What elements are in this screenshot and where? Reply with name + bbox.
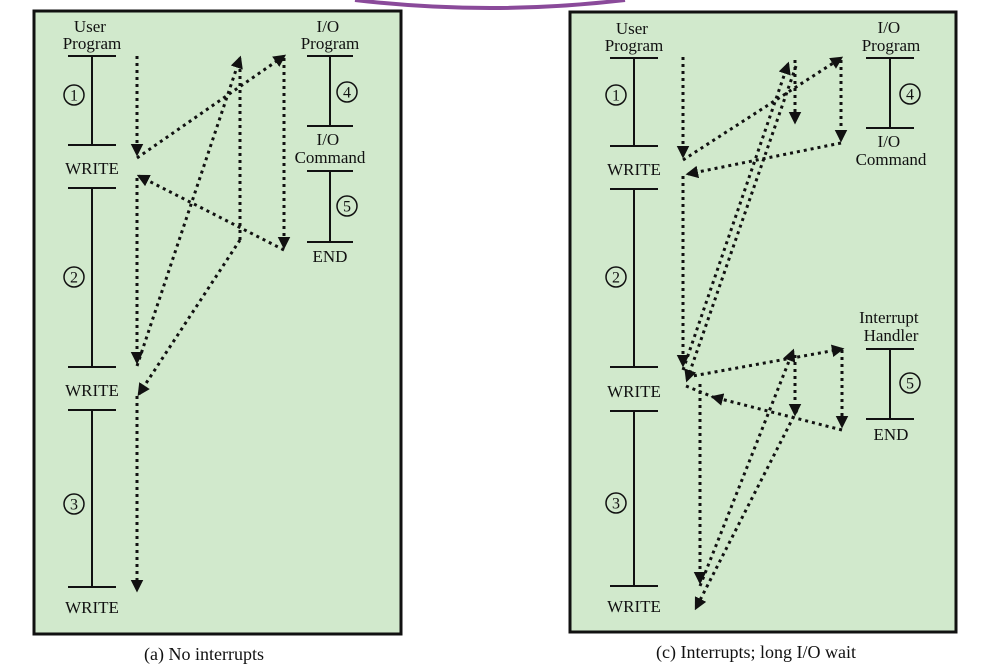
write-label-1: WRITE [65, 159, 119, 178]
svg-text:4: 4 [906, 87, 914, 104]
user-program-timeline [68, 55, 116, 588]
flow-c-to-handler [686, 344, 845, 379]
svg-text:1: 1 [70, 88, 78, 105]
caption-a: (a) No interrupts [144, 644, 264, 664]
flow-return-2 [137, 239, 242, 397]
flow-c-final [694, 409, 799, 611]
panel-a-background [32, 9, 403, 636]
flow-c-to-io [682, 56, 844, 162]
step-marker-c-3: 3 [605, 492, 627, 514]
flow-c-handler-return [710, 393, 843, 432]
write-label-c-1: WRITE [607, 160, 661, 179]
interrupt-handler-timeline [866, 348, 914, 420]
write-label-c-2: WRITE [607, 382, 661, 401]
svg-text:4: 4 [343, 85, 351, 102]
io-command-label-c: I/O Command [856, 132, 927, 169]
panel-long-io-wait: User Program WRITE WRITE WRITE 1 2 3 [568, 10, 958, 663]
write-label-c-3: WRITE [607, 597, 661, 616]
flow-to-io [136, 54, 287, 160]
write-label-3: WRITE [65, 598, 119, 617]
step-marker-5: 5 [336, 195, 358, 217]
svg-text:2: 2 [612, 270, 620, 287]
step-marker-c-1: 1 [605, 84, 627, 106]
user-program-label-c: User Program [605, 19, 664, 55]
step-marker-c-2: 2 [605, 266, 627, 288]
svg-text:3: 3 [70, 497, 78, 514]
step-marker-c-5: 5 [899, 372, 921, 394]
svg-text:1: 1 [612, 88, 620, 105]
control-flow-arrows-c [676, 56, 849, 611]
svg-text:5: 5 [343, 199, 351, 216]
write-label-2: WRITE [65, 381, 119, 400]
svg-text:2: 2 [70, 270, 78, 287]
step-marker-3: 3 [63, 493, 85, 515]
caption-c: (c) Interrupts; long I/O wait [656, 642, 856, 663]
svg-text:5: 5 [906, 376, 914, 393]
top-accent-curve [354, 0, 626, 10]
io-program-label: I/O Program [301, 17, 360, 53]
step-marker-2: 2 [63, 266, 85, 288]
interrupt-handler-label: Interrupt Handler [859, 308, 923, 345]
svg-text:3: 3 [612, 496, 620, 513]
control-flow-arrows-a [130, 54, 291, 593]
flow-to-io-2 [135, 55, 243, 367]
user-program-timeline-c [610, 57, 658, 587]
io-program-timeline-c [866, 57, 914, 129]
panel-no-interrupts: User Program WRITE WRITE WRITE 1 2 3 [32, 9, 403, 664]
step-marker-c-4: 4 [899, 83, 921, 105]
end-label-c: END [874, 425, 909, 444]
io-program-label-c: I/O Program [862, 18, 921, 55]
step-marker-1: 1 [63, 84, 85, 106]
user-program-label: User Program [63, 17, 122, 53]
io-program-timeline [307, 55, 353, 243]
flow-c-write-3 [698, 348, 796, 587]
end-label: END [313, 247, 348, 266]
flow-c-return-1 [685, 141, 842, 179]
flow-return-1 [136, 174, 285, 252]
flow-c-write-wait [681, 61, 791, 371]
io-command-label: I/O Command [295, 130, 366, 167]
step-marker-4: 4 [336, 81, 358, 103]
